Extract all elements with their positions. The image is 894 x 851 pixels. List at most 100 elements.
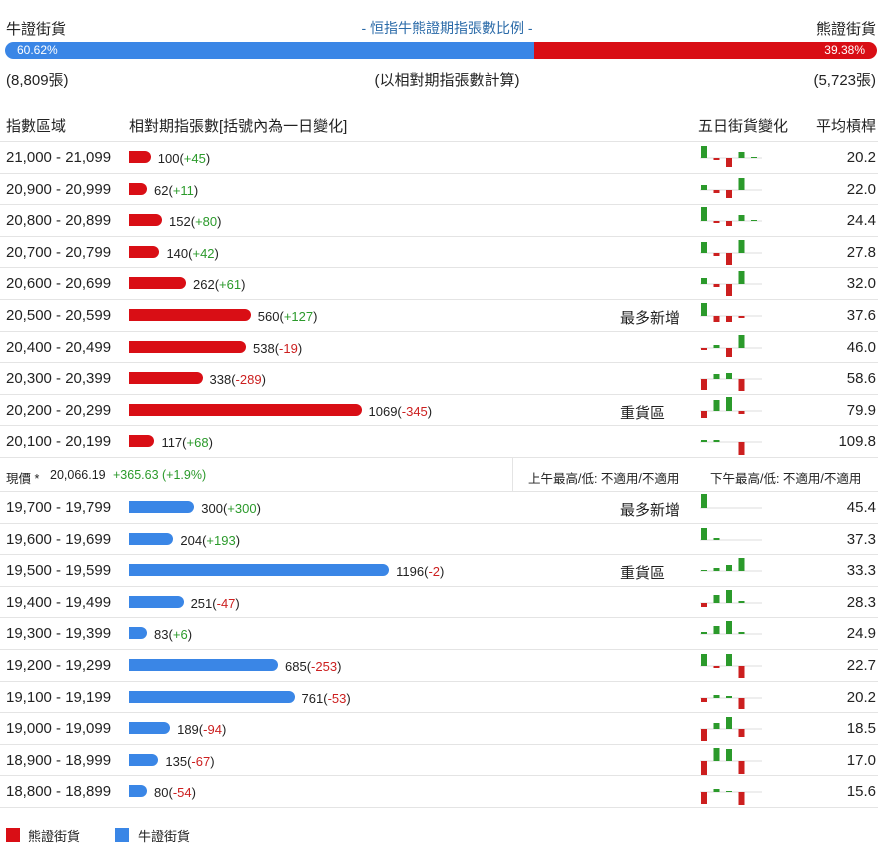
paren-open: ( [168, 182, 173, 198]
daily-change: -253 [311, 659, 338, 674]
bear-ratio-segment: 39.38% [533, 42, 877, 59]
paren-close: ) [187, 627, 193, 643]
avg-leverage: 32.0 [846, 275, 876, 293]
daily-change: -47 [216, 595, 236, 611]
sparkline-bar [738, 666, 745, 678]
contracts-bar [129, 151, 151, 163]
paren-close: ) [235, 595, 240, 611]
five-day-change-sparkline [700, 177, 762, 198]
avg-leverage: 22.0 [846, 180, 876, 198]
contracts-bar [129, 690, 295, 703]
sparkline-bar [738, 316, 745, 318]
row-tag: 重貨區 [620, 565, 666, 583]
avg-leverage: 37.6 [846, 307, 876, 324]
contracts-count: 560 [257, 309, 280, 324]
index-range: 19,400 - 19,499 [6, 593, 112, 611]
sparkline-bar [701, 527, 707, 540]
sparkline-bar [738, 442, 745, 456]
paren-close: ) [210, 753, 215, 769]
contracts-count: 100 [157, 151, 180, 166]
five-day-change-sparkline [700, 146, 762, 167]
contracts-bar [129, 564, 390, 577]
sparkline-bar [713, 747, 720, 761]
five-day-change-sparkline [700, 207, 762, 227]
sparkline-bar [701, 760, 707, 775]
contracts-count: 338 [209, 372, 232, 388]
paren-close: ) [193, 182, 199, 198]
index-range: 19,500 - 19,599 [6, 562, 112, 580]
row-tag: 重貨區 [620, 404, 666, 422]
bull-count: (8,809張) [6, 72, 69, 89]
daily-change: +6 [172, 627, 188, 643]
contracts-count: 262 [192, 277, 215, 293]
paren-open: ( [190, 214, 196, 230]
index-range: 18,800 - 18,899 [6, 783, 112, 801]
sparkline-bar [713, 694, 720, 698]
avg-leverage: 37.3 [846, 530, 876, 548]
five-day-change-sparkline [700, 654, 762, 678]
sparkline-bar [726, 621, 732, 635]
contracts-count: 251 [190, 595, 213, 611]
paren-close: ) [221, 722, 227, 738]
sparkline-bar [701, 440, 707, 443]
avg-leverage: 58.6 [846, 370, 876, 388]
avg-leverage: 79.9 [846, 401, 876, 419]
sparkline-bar [726, 347, 732, 357]
column-header-contracts: 相對期指張數[括號內為一日變化] [129, 118, 348, 135]
paren-open: ( [187, 753, 192, 769]
contracts-value: 83(+6) [154, 627, 192, 642]
avg-leverage: 22.7 [846, 657, 876, 674]
paren-close: ) [346, 690, 351, 706]
contracts-value: 140(+42) [166, 246, 218, 261]
five-day-change-sparkline [700, 621, 762, 635]
table-row: 20,600 - 20,699 262(+61) 32.0 [0, 268, 878, 300]
index-range: 20,900 - 20,999 [6, 180, 112, 198]
basis-note: (以相對期指張數計算) [374, 72, 520, 89]
current-price-row: 現價 * 20,066.19 +365.63 (+1.9%) 上午最高/低: 不… [0, 458, 878, 492]
contracts-bar [129, 785, 147, 798]
sparkline-bar [713, 374, 720, 380]
sparkline-bar [726, 396, 732, 411]
sparkline-bar [701, 347, 707, 350]
contracts-count: 761 [301, 690, 324, 706]
daily-change: -67 [191, 753, 211, 769]
paren-open: ( [168, 785, 173, 801]
paren-open: ( [279, 309, 284, 324]
table-row: 18,900 - 18,999 135(-67) 17.0 [0, 745, 878, 777]
sparkline-bar [738, 271, 745, 285]
paren-open: ( [274, 340, 280, 356]
five-day-change-sparkline [700, 589, 762, 607]
contracts-value: 538(-19) [253, 341, 302, 356]
contracts-count: 140 [166, 245, 189, 261]
table-row: 20,300 - 20,399 338(-289) 58.6 [0, 363, 878, 395]
sparkline-bar [701, 146, 707, 158]
paren-open: ( [182, 435, 187, 451]
contracts-count: 1069 [368, 403, 398, 419]
paren-close: ) [297, 340, 303, 356]
table-row: 20,900 - 20,999 62(+11) 22.0 [0, 174, 878, 206]
index-range: 20,300 - 20,399 [6, 370, 112, 388]
contracts-count: 189 [177, 722, 199, 738]
daily-change: -19 [279, 340, 298, 356]
contracts-value: 1196(-2) [396, 564, 444, 579]
sparkline-bar [726, 373, 732, 380]
daily-change: -54 [172, 785, 192, 801]
sparkline-bar [713, 626, 720, 635]
sparkline-bar [738, 600, 745, 603]
contracts-value: 1069(-345) [369, 404, 433, 419]
daily-change: +68 [186, 435, 209, 451]
index-range: 19,100 - 19,199 [6, 688, 112, 706]
contracts-value: 300(+300) [201, 501, 261, 516]
contracts-bar [129, 182, 147, 195]
table-row: 19,700 - 19,799 300(+300) 最多新增 45.4 [0, 492, 878, 524]
avg-leverage: 27.8 [846, 243, 876, 261]
sparkline-bar [738, 239, 745, 253]
index-range: 20,100 - 20,199 [6, 433, 112, 451]
sparkline-bar [701, 207, 707, 222]
bull-legend-label: 牛證街貨 [138, 829, 191, 844]
avg-leverage: 33.3 [846, 562, 876, 580]
contracts-count: 538 [253, 340, 275, 356]
contracts-value: 152(+80) [169, 214, 221, 229]
contracts-value: 338(-289) [210, 372, 266, 387]
table-row: 19,400 - 19,499 251(-47) 28.3 [0, 587, 878, 619]
